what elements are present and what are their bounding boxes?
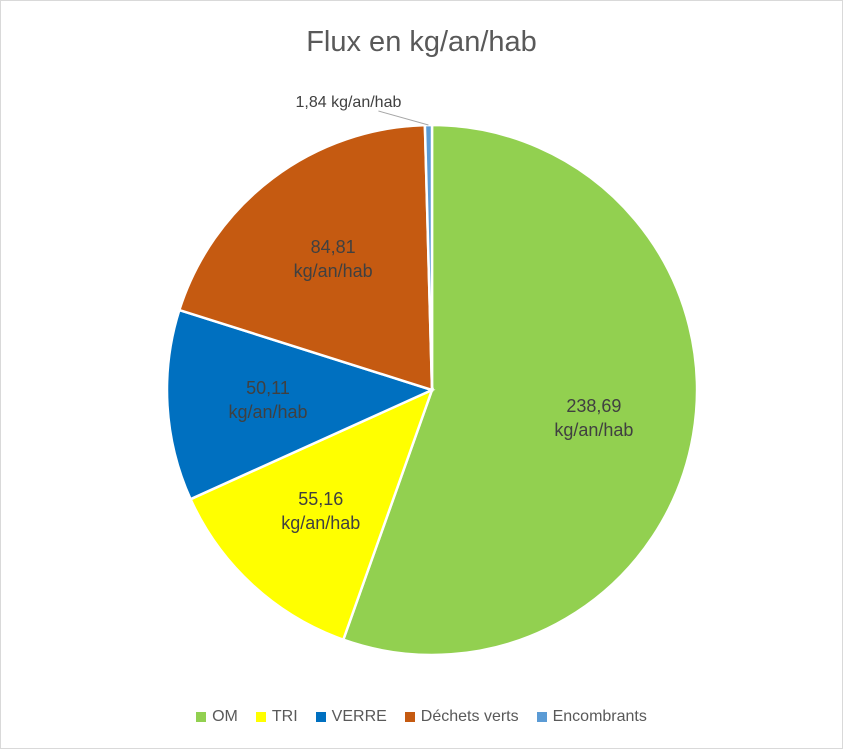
legend-swatch [404,712,415,722]
legend-label: OM [212,708,238,725]
data-label: 238,69 kg/an/hab [554,395,634,440]
legend-item: Déchets verts [404,708,519,726]
legend-swatch [536,712,547,722]
legend-label: Encombrants [552,708,647,725]
pie-slice [188,387,435,642]
legend-item: OM [196,708,238,726]
legend-swatch [315,712,326,722]
legend-label: TRI [271,708,298,725]
pie-slice [341,123,699,657]
data-label: 50,11 kg/an/hab [228,377,308,422]
legend-item: VERRE [315,708,387,726]
data-label: 1,84 kg/an/hab [295,94,402,112]
legend: OM TRI VERRE Déchets verts Encombrants [0,708,843,726]
legend-item: Encombrants [536,708,647,726]
legend-label: Déchets verts [420,708,519,725]
leader-line [378,110,429,126]
chart-title: Flux en kg/an/hab [306,26,537,58]
data-label: 84,81 kg/an/hab [293,236,373,281]
pie-slice [177,123,434,392]
data-label: 55,16 kg/an/hab [281,488,361,533]
legend-item: TRI [255,708,298,726]
legend-swatch [255,712,266,722]
legend-swatch [196,712,207,722]
pie-slice [423,123,434,391]
pie-slice [165,308,436,501]
legend-label: VERRE [331,708,387,725]
